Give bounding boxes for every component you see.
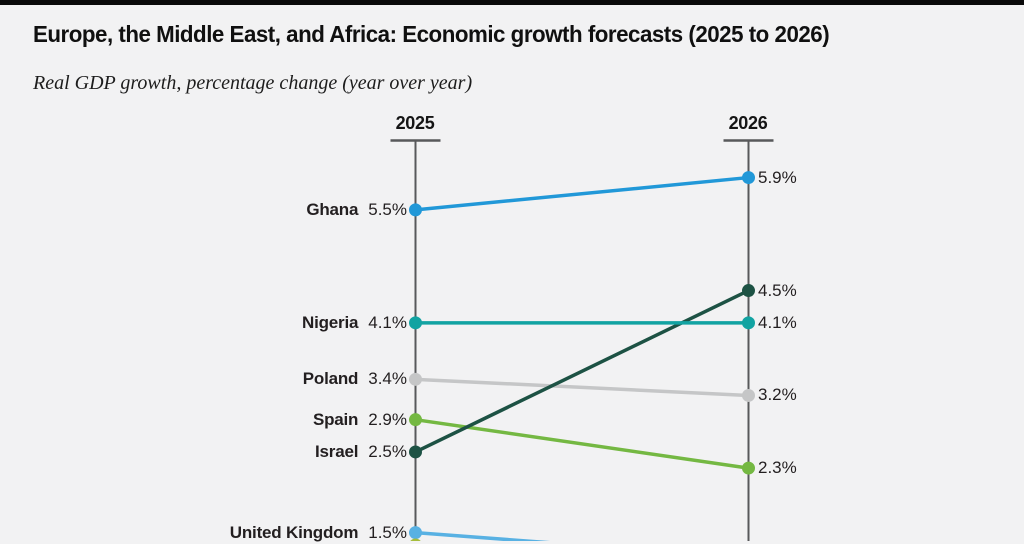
dot-2026-ghana (742, 171, 755, 185)
value-2025-nigeria: 4.1% (368, 312, 407, 332)
dot-2025-spain (409, 413, 422, 427)
dot-2026-israel (742, 284, 755, 298)
slope-line-ghana (413, 175, 751, 212)
dot-2025-nigeria (409, 316, 422, 330)
value-2026-poland: 3.2% (758, 385, 797, 405)
country-name-poland: Poland (302, 369, 359, 389)
top-rule (0, 0, 1024, 5)
dot-2025-poland (409, 372, 422, 386)
value-2025-united-kingdom: 1.5% (368, 522, 407, 542)
row-label-poland: Poland 3.4% (303, 368, 407, 390)
row-label-spain: Spain 2.9% (313, 409, 407, 431)
page-subtitle: Real GDP growth, percentage change (year… (33, 72, 473, 94)
row-label-united-kingdom: United Kingdom 1.5% (230, 522, 407, 544)
value-2025-israel: 2.5% (368, 441, 407, 461)
country-name-nigeria: Nigeria (302, 312, 359, 332)
row-label-nigeria: Nigeria 4.1% (302, 312, 407, 334)
value-2025-spain: 2.9% (368, 409, 407, 429)
slope-line-poland (413, 377, 751, 398)
slope-line-israel (413, 288, 751, 454)
dot-2026-poland (742, 388, 755, 402)
clipped-dot-bottom-edge (410, 538, 421, 541)
row-label-ghana: Ghana 5.5% (306, 199, 407, 221)
slope-line-united-kingdom (413, 530, 551, 541)
value-2026-ghana: 5.9% (758, 167, 797, 187)
row-label-israel: Israel 2.5% (315, 441, 407, 463)
dot-2026-nigeria (742, 316, 755, 330)
dot-2025-israel (409, 445, 422, 459)
value-2026-nigeria: 4.1% (758, 312, 797, 332)
value-2026-israel: 4.5% (758, 280, 797, 300)
country-name-israel: Israel (315, 441, 359, 461)
value-2025-ghana: 5.5% (368, 199, 407, 219)
column-header-2026: 2026 (728, 113, 768, 133)
country-name-ghana: Ghana (306, 199, 359, 219)
value-2025-poland: 3.4% (368, 369, 407, 389)
column-header-2025: 2025 (395, 113, 435, 133)
dot-2025-ghana (409, 203, 422, 217)
dot-2026-spain (742, 461, 755, 475)
country-name-united-kingdom: United Kingdom (229, 522, 359, 542)
value-2026-spain: 2.3% (758, 458, 797, 478)
dot-2025-united-kingdom (409, 526, 422, 540)
page-title: Europe, the Middle East, and Africa: Eco… (33, 21, 830, 48)
country-name-spain: Spain (312, 409, 359, 429)
slope-line-spain (413, 417, 751, 470)
